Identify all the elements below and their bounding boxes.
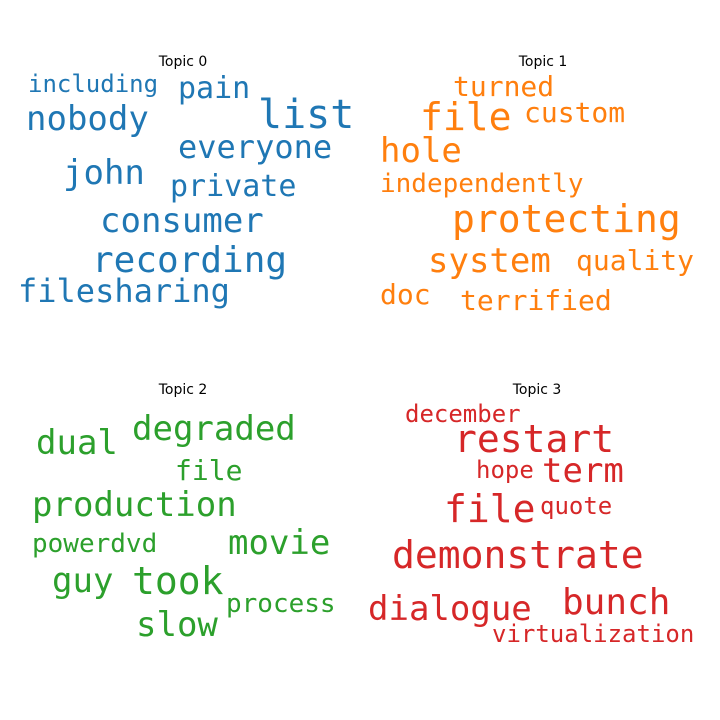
topic-1-title: Topic 1 [518,54,568,70]
topic-3-word: virtualization [492,620,694,648]
topic-1-word: quality [576,244,694,277]
topic-3-word: demonstrate [392,533,644,577]
topic-2-word: guy [52,561,113,601]
topic-1-word: hole [380,131,462,171]
topic-0-word: pain [178,71,250,106]
topic-0-title: Topic 0 [158,54,208,70]
topic-1-word: file [420,95,512,139]
topic-3-word: dialogue [368,589,532,629]
topic-1-word: turned [453,70,554,103]
topic-0-word: john [63,153,145,193]
topic-1-word: custom [524,96,625,129]
topic-0-word: private [170,169,296,204]
topic-2-word: took [132,559,224,603]
topic-1-word: system [428,241,551,281]
topic-3-word: term [542,451,624,491]
topic-3-word: hope [476,456,534,484]
topic-2-word: degraded [132,409,296,449]
topic-2-title: Topic 2 [158,382,208,398]
topic-0-word: recording [92,240,287,281]
topic-1-words: turned file custom hole independently pr… [380,70,694,317]
topic-2-word: process [226,589,336,619]
topic-0-word: list [258,92,354,138]
topic-0-word: filesharing [18,272,230,310]
topic-0-word: everyone [178,128,332,166]
topic-0-word: including [28,70,158,98]
topic-0-word: nobody [26,99,149,139]
topic-3-word: quote [540,492,612,520]
topic-1-word: doc [380,278,431,311]
topic-2-words: degraded dual file production powerdvd m… [32,409,336,645]
topic-3-words: december restart hope term file quote de… [368,400,694,648]
topic-3-word: restart [454,417,614,461]
topic-3-word: december [405,400,521,428]
topic-0-words: including pain nobody list everyone john… [18,70,354,310]
topic-2-word: dual [36,423,118,463]
topic-1-word: independently [380,169,584,199]
topic-2-word: slow [136,605,218,645]
topic-0-panel: Topic 0 including pain nobody list every… [18,54,354,310]
topic-2-panel: Topic 2 degraded dual file production po… [32,382,336,645]
topic-2-word: movie [228,523,330,563]
topic-2-word: production [32,485,237,525]
topic-2-word: powerdvd [32,529,157,559]
topic-3-word: bunch [562,582,670,623]
topic-1-word: terrified [460,284,612,317]
topic-3-panel: Topic 3 december restart hope term file … [368,382,694,648]
topic-3-word: file [444,487,536,531]
topic-1-panel: Topic 1 turned file custom hole independ… [380,54,694,317]
topic-0-word: consumer [100,201,264,241]
topic-1-word: protecting [452,197,681,241]
topic-2-word: file [175,454,242,487]
topic-3-title: Topic 3 [512,382,562,398]
